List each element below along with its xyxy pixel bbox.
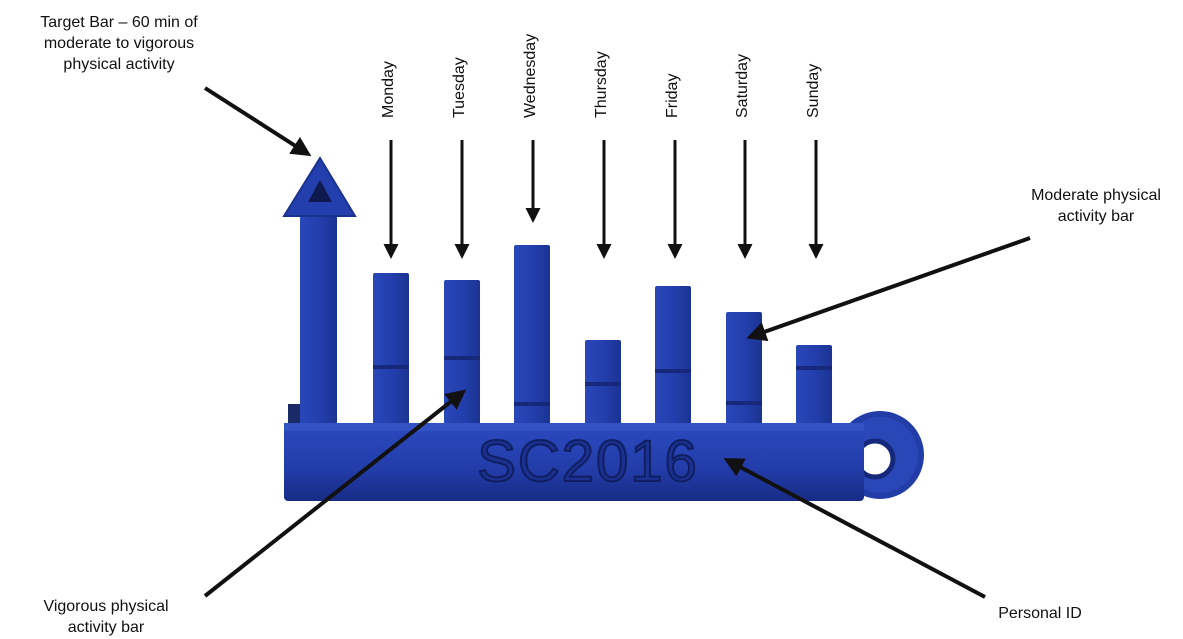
vigorous-bar-label-line1: Vigorous physical bbox=[43, 598, 169, 615]
vigorous-bar-label-line2: activity bar bbox=[67, 619, 145, 636]
bar-thursday-divider bbox=[585, 382, 621, 386]
day-label-friday: Friday bbox=[664, 73, 681, 118]
arrow-vigorous-bar bbox=[203, 389, 467, 598]
vigorous-bar-label: Vigorous physical activity bar bbox=[22, 596, 190, 638]
target-bar-label-line2: moderate to vigorous bbox=[43, 35, 195, 52]
bar-wednesday bbox=[514, 245, 550, 425]
day-label-thursday: Thursday bbox=[593, 51, 610, 118]
base-tab bbox=[288, 404, 300, 426]
base-plate bbox=[284, 423, 864, 501]
bar-saturday-divider bbox=[726, 401, 762, 405]
bar-saturday bbox=[726, 312, 762, 425]
moderate-bar-label: Moderate physical activity bar bbox=[1012, 185, 1180, 227]
bar-friday-divider bbox=[655, 369, 691, 373]
bar-tuesday bbox=[444, 280, 480, 425]
personal-id-label: Personal ID bbox=[998, 605, 1082, 622]
moderate-bar-label-line2: activity bar bbox=[1057, 208, 1135, 225]
day-bars bbox=[373, 245, 832, 425]
bar-wednesday-divider bbox=[514, 402, 550, 406]
bar-sunday-divider bbox=[796, 366, 832, 370]
bar-friday bbox=[655, 286, 691, 425]
base-plate-top-edge bbox=[284, 423, 864, 431]
target-bar-label: Target Bar – 60 min of moderate to vigor… bbox=[14, 12, 224, 75]
day-label-tuesday: Tuesday bbox=[451, 57, 468, 118]
bar-sunday bbox=[796, 345, 832, 425]
target-bar-label-line1: Target Bar – 60 min of bbox=[40, 14, 198, 31]
printed-model: SC2016 bbox=[282, 156, 924, 501]
target-bar-head-hole bbox=[308, 180, 332, 202]
arrow-target-bar bbox=[203, 86, 312, 157]
day-label-wednesday: Wednesday bbox=[522, 33, 539, 118]
day-label-sunday: Sunday bbox=[805, 63, 822, 118]
bar-monday bbox=[373, 273, 409, 425]
day-label-monday: Monday bbox=[380, 61, 397, 118]
target-bar-shaft bbox=[300, 205, 337, 425]
annotation-arrows bbox=[203, 86, 1031, 599]
bar-monday-divider bbox=[373, 365, 409, 369]
engraved-id: SC2016 bbox=[477, 429, 699, 494]
day-arrows bbox=[383, 140, 824, 259]
day-label-saturday: Saturday bbox=[734, 53, 751, 118]
target-bar-label-line3: physical activity bbox=[63, 56, 175, 73]
arrow-personal-id bbox=[723, 458, 986, 599]
bar-tuesday-divider bbox=[444, 356, 480, 360]
moderate-bar-label-line1: Moderate physical bbox=[1031, 187, 1161, 204]
arrow-moderate-bar bbox=[746, 236, 1031, 342]
